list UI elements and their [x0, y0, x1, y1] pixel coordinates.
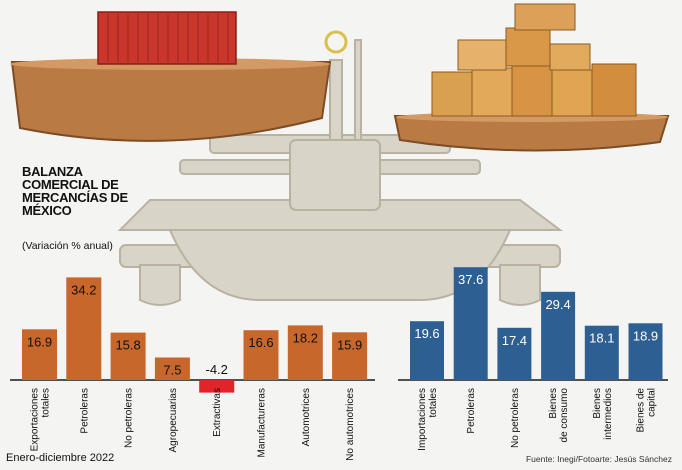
red-container [97, 11, 237, 65]
container-stack [431, 3, 637, 117]
source-credit: Fuente: Inegi/Fotoarte: Jesús Sánchez [525, 454, 672, 464]
chart-subtitle: (Variación % anual) [22, 240, 113, 252]
chart-title: BALANZA COMERCIAL DE MERCANCÍAS DE MÉXIC… [22, 164, 128, 218]
period-label: Enero-diciembre 2022 [6, 452, 115, 464]
